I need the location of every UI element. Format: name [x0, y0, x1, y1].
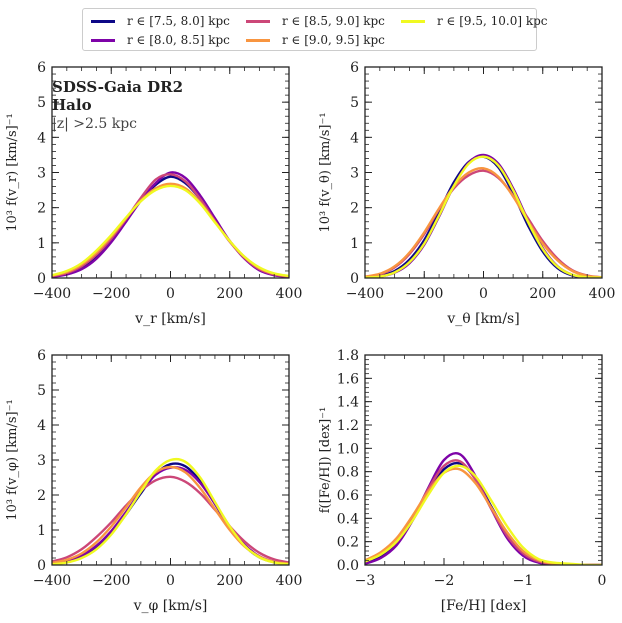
series-line-1: [365, 155, 602, 278]
x-tick-label: −200: [92, 573, 130, 589]
panel-feh: −3 −2 −1 0 0.0 0.2 0.4 0.6 0.8 1.0 1.2 1.4 1.6 1.8 [Fe…: [318, 348, 606, 614]
series-line-5: [365, 155, 602, 278]
y-tick-label: 4: [37, 418, 46, 434]
y-tick-label: 2: [37, 201, 46, 217]
y-tick-label: 1: [350, 236, 359, 252]
legend-label: r ∈ [8.5, 9.0] kpc: [282, 14, 385, 28]
x-tick-label: −200: [405, 286, 443, 302]
y-tick-label: 3: [37, 166, 46, 182]
series-line-2: [365, 451, 602, 565]
x-tick-label: 0: [479, 286, 488, 302]
y-tick-label: 1.8: [337, 348, 359, 364]
legend-label: r ∈ [8.0, 8.5] kpc: [127, 33, 230, 47]
y-tick-label: 2: [37, 488, 46, 504]
legend: r ∈ [7.5, 8.0] kpc r ∈ [8.0, 8.5] kpc r …: [82, 8, 548, 51]
y-tick-label: 0: [350, 271, 359, 287]
x-axis-label: v_φ [km/s]: [133, 598, 208, 614]
legend-swatch: [91, 19, 115, 23]
y-tick-label: 4: [37, 130, 46, 146]
legend-entry-9.5-10.0: r ∈ [9.5, 10.0] kpc: [401, 14, 548, 28]
y-tick-label: 2: [350, 201, 359, 217]
series-line-3: [52, 475, 289, 564]
y-tick-label: 5: [37, 383, 46, 399]
x-tick-label: −400: [33, 573, 71, 589]
y-tick-label: 5: [350, 95, 359, 111]
series-line-2: [365, 153, 602, 278]
y-tick-label: 6: [37, 60, 46, 76]
x-tick-label: −200: [92, 286, 130, 302]
y-axis-label: 10³ f(v_θ) [km/s]⁻¹: [318, 112, 333, 232]
y-tick-label: 1: [37, 523, 46, 539]
y-tick-label: 0.8: [337, 465, 359, 481]
y-tick-label: 6: [350, 60, 359, 76]
annotation: SDSS-Gaia DR2 Halo |z| >2.5 kpc: [52, 78, 183, 132]
legend-swatch: [246, 38, 270, 42]
x-tick-label: 0: [166, 286, 175, 302]
y-tick-label: 4: [350, 130, 359, 146]
legend-entry-8.0-8.5: r ∈ [8.0, 8.5] kpc: [91, 33, 230, 47]
y-tick-label: 0.6: [337, 488, 359, 504]
y-tick-label: 0.4: [337, 511, 359, 527]
series-line-5: [365, 464, 602, 565]
legend-label: r ∈ [9.5, 10.0] kpc: [437, 14, 548, 28]
legend-swatch: [91, 38, 115, 42]
legend-label: r ∈ [7.5, 8.0] kpc: [127, 14, 230, 28]
series-line-3: [365, 459, 602, 565]
y-tick-label: 6: [37, 348, 46, 364]
annotation-survey: SDSS-Gaia DR2: [52, 78, 183, 96]
series-line-5: [52, 184, 289, 278]
panel-vphi: −400 −200 0 200 400 0 1 2 3 4 5 6 v_φ [km/s] 10³ f(v_…: [5, 348, 302, 614]
x-tick-label: −2: [434, 573, 455, 589]
x-tick-label: 400: [276, 286, 303, 302]
x-tick-label: −400: [346, 286, 384, 302]
series-line-5: [52, 457, 289, 565]
x-tick-label: 200: [216, 573, 243, 589]
x-tick-label: 0: [598, 573, 607, 589]
x-tick-label: −3: [355, 573, 376, 589]
y-axis-label: 10³ f(v_φ) [km/s]⁻¹: [5, 399, 20, 520]
y-tick-label: 0: [37, 558, 46, 574]
legend-entry-7.5-8.0: r ∈ [7.5, 8.0] kpc: [91, 14, 230, 28]
legend-swatch: [401, 19, 425, 23]
series-line-4: [365, 166, 602, 278]
series-line-1: [365, 461, 602, 565]
y-tick-label: 3: [350, 166, 359, 182]
x-tick-label: 0: [166, 573, 175, 589]
x-tick-label: −400: [33, 286, 71, 302]
legend-entry-8.5-9.0: r ∈ [8.5, 9.0] kpc: [246, 14, 385, 28]
legend-swatch: [246, 19, 270, 23]
x-tick-label: 400: [276, 573, 303, 589]
legend-entry-9.0-9.5: r ∈ [9.0, 9.5] kpc: [246, 33, 385, 47]
y-tick-label: 1: [37, 236, 46, 252]
x-tick-label: 200: [529, 286, 556, 302]
panel-vtheta: −400 −200 0 200 400 0 1 2 3 4 5 6 v_θ [km/s] 10³ f(v_…: [318, 60, 615, 327]
y-tick-label: 0.0: [337, 558, 359, 574]
y-tick-label: 0.2: [337, 535, 359, 551]
annotation-component: Halo: [52, 96, 92, 114]
panel-vr: −400 −200 0 200 400 0 1 2 3 4 5 6 v_r [km/s] 10³ f(v_…: [5, 60, 302, 327]
y-tick-label: 3: [37, 453, 46, 469]
x-tick-label: −1: [513, 573, 534, 589]
y-axis-label: 10³ f(v_r) [km/s]⁻¹: [5, 113, 20, 232]
y-tick-label: 0: [37, 271, 46, 287]
x-axis-label: v_r [km/s]: [134, 311, 206, 327]
series-line-4: [365, 467, 602, 565]
y-tick-label: 5: [37, 95, 46, 111]
x-tick-label: 200: [216, 286, 243, 302]
legend-label: r ∈ [9.0, 9.5] kpc: [282, 33, 385, 47]
y-tick-label: 1.0: [337, 441, 359, 457]
y-axis-label: f([Fe/H]) [dex]⁻¹: [318, 407, 333, 514]
x-tick-label: 400: [589, 286, 616, 302]
y-tick-label: 1.2: [337, 418, 359, 434]
x-axis-label: v_θ [km/s]: [446, 311, 519, 327]
y-tick-label: 1.6: [337, 371, 359, 387]
x-axis-label: [Fe/H] [dex]: [441, 598, 527, 614]
axes-frame: [364, 66, 603, 279]
annotation-z-cut: |z| >2.5 kpc: [52, 116, 137, 132]
y-tick-label: 1.4: [337, 395, 359, 411]
